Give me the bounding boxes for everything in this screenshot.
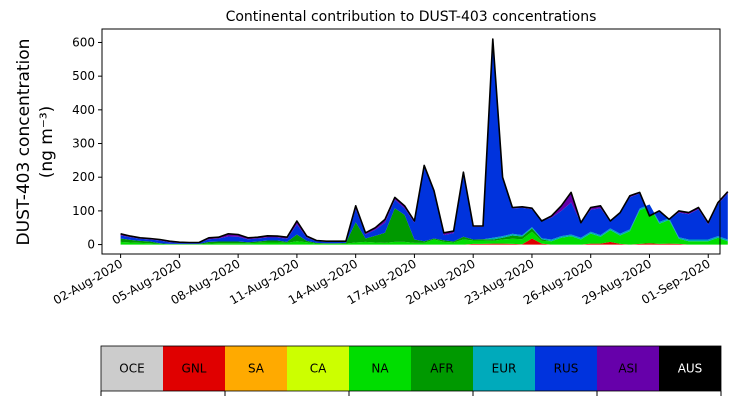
legend-label-oce: OCE	[119, 362, 144, 376]
chart-title: Continental contribution to DUST-403 con…	[226, 9, 597, 25]
legend-swatch-na	[349, 346, 411, 391]
y-tick-label: 500	[72, 69, 95, 83]
legend-swatch-asi	[597, 346, 659, 391]
y-axis-label-line2: (ng m⁻³)	[37, 106, 57, 179]
legend-label-gnl: GNL	[182, 362, 207, 376]
legend-label-eur: EUR	[492, 362, 517, 376]
legend-label-aus: AUS	[678, 362, 703, 376]
legend-label-rus: RUS	[554, 362, 579, 376]
legend-swatch-gnl	[163, 346, 225, 391]
legend-swatch-eur	[473, 346, 535, 391]
y-tick-label: 400	[72, 103, 95, 117]
area-rus	[120, 40, 728, 244]
area-na	[120, 206, 728, 245]
y-tick-label: 200	[72, 170, 95, 184]
legend-swatch-sa	[225, 346, 287, 391]
legend-swatch-rus	[535, 346, 597, 391]
legend-label-asi: ASI	[618, 362, 637, 376]
legend-frame	[100, 345, 722, 392]
legend-swatch-oce	[101, 346, 163, 391]
axes-frame	[101, 28, 721, 255]
y-tick-label: 0	[87, 238, 95, 252]
area-gnl	[120, 238, 728, 245]
legend-label-na: NA	[371, 362, 389, 376]
legend-label-ca: CA	[310, 362, 327, 376]
axes: 010020030040050060002-Aug-202005-Aug-202…	[51, 28, 721, 307]
legend-label-sa: SA	[248, 362, 265, 376]
y-tick-label: 300	[72, 137, 95, 151]
y-axis-label-line1: DUST-403 concentration	[14, 39, 34, 246]
legend-label-afr: AFR	[430, 362, 453, 376]
legend-swatch-afr	[411, 346, 473, 391]
total-line	[120, 38, 729, 244]
y-tick-label: 600	[72, 35, 95, 49]
legend-colorbar: OCE GNL SA CA NA AFR EUR RUS ASI AUS	[100, 345, 722, 396]
legend-swatch-ca	[287, 346, 349, 391]
plot-area	[120, 38, 729, 245]
legend-swatch-aus	[659, 346, 721, 391]
y-tick-label: 100	[72, 204, 95, 218]
